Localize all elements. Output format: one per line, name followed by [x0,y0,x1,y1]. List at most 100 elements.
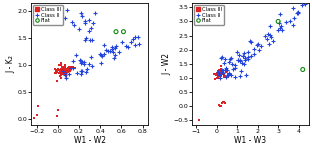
Point [60,71,65,74]
Point [216,73,221,75]
Point [63,68,68,71]
Point [61,71,66,73]
Point [243,59,248,62]
Point [290,23,295,26]
Point [267,34,272,36]
Point [295,11,300,13]
Y-axis label: J - K₂: J - K₂ [6,55,15,73]
Point [58,71,63,74]
Point [232,66,237,69]
Point [101,44,106,46]
Point [221,70,226,73]
Point [228,73,233,76]
Point [221,73,226,75]
Point [222,75,227,77]
X-axis label: W1 - W2: W1 - W2 [74,136,105,145]
Point [227,58,232,60]
Point [56,71,61,74]
Point [236,53,241,56]
Point [235,50,240,53]
Point [35,105,40,107]
Point [70,67,75,70]
Point [237,59,242,61]
Point [264,38,269,40]
Point [56,64,61,66]
Point [54,70,59,73]
Point [231,67,236,70]
Point [290,7,295,9]
Point [220,70,225,72]
Point [216,75,221,78]
Point [61,71,66,73]
Point [82,19,87,22]
Point [284,20,289,23]
Point [302,3,307,5]
Point [215,72,220,75]
Point [131,37,136,40]
Point [218,57,223,59]
Point [246,58,251,61]
Point [52,68,57,70]
Point [242,62,247,65]
Point [220,73,225,75]
Point [217,71,222,74]
Point [60,66,65,68]
Point [109,46,114,48]
Point [220,101,225,103]
Point [217,69,222,72]
Point [218,71,223,73]
Point [86,63,91,65]
Point [221,76,226,78]
Point [258,45,263,48]
Point [52,72,57,74]
Point [221,62,226,64]
Point [57,75,62,77]
Point [239,62,244,64]
Point [90,22,95,24]
Point [117,51,122,53]
Point [65,69,70,72]
Point [214,73,219,75]
Point [62,68,67,70]
Point [230,63,235,65]
Point [113,47,118,49]
Point [251,53,256,55]
Point [63,71,68,73]
Point [85,67,90,70]
Point [83,38,88,41]
Point [220,56,225,58]
Point [101,53,106,55]
Point [69,21,74,23]
Point [58,77,63,79]
Point [295,12,300,14]
Point [223,58,228,60]
Point [59,64,64,67]
Point [53,72,58,74]
Point [240,54,245,57]
Point [114,30,119,33]
Point [58,68,63,70]
Point [67,66,72,69]
Point [119,41,124,43]
Point [271,40,276,42]
Point [64,8,69,11]
Point [79,61,84,64]
Point [81,63,86,65]
Point [219,74,224,76]
Point [58,71,63,74]
Point [128,41,133,43]
Point [232,76,237,78]
Point [221,72,226,74]
Point [67,69,72,72]
Point [59,70,64,72]
Point [217,71,222,74]
Point [296,12,301,14]
Point [80,15,85,17]
Point [71,59,76,62]
Point [227,72,232,75]
Point [78,60,83,62]
Point [220,68,225,71]
Point [221,72,226,74]
Point [121,30,126,33]
Point [76,28,81,30]
